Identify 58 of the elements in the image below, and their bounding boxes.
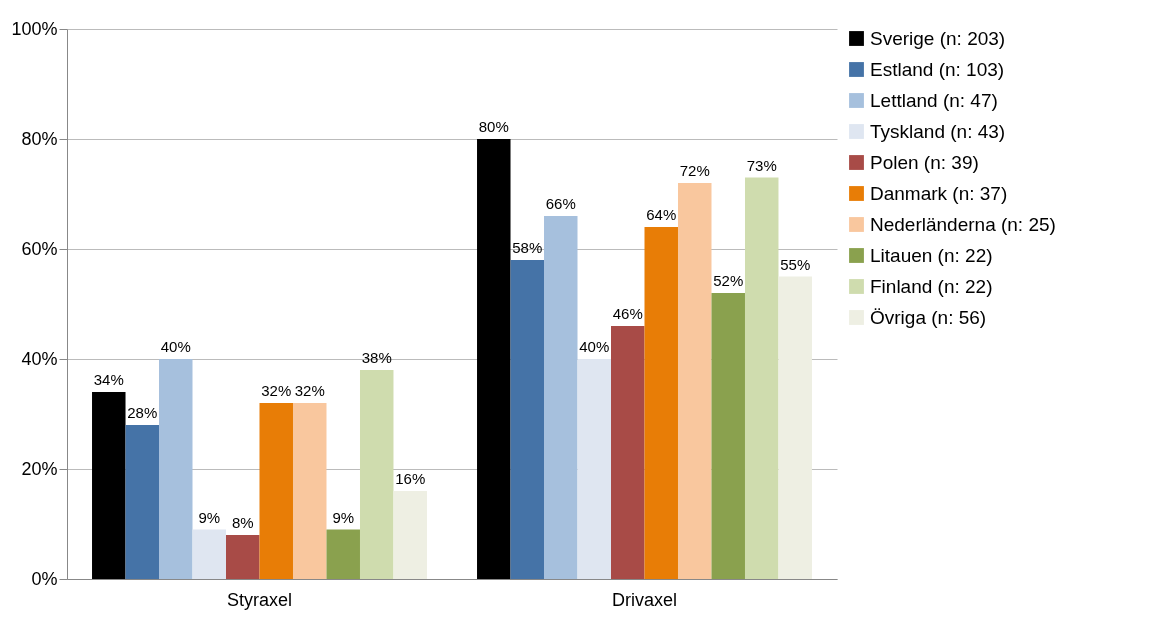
legend-label: Övriga (n: 56) [870, 306, 987, 328]
data-label: 9% [332, 508, 355, 526]
data-label: 38% [361, 349, 392, 366]
data-label: 80% [478, 118, 509, 135]
y-tick-label: 20% [21, 458, 58, 479]
bar [677, 183, 712, 579]
data-label: 40% [160, 338, 191, 355]
bar [292, 403, 327, 579]
bar [577, 359, 612, 579]
bar [510, 260, 545, 579]
bar [192, 529, 226, 579]
bar [92, 392, 126, 579]
y-tick-label: 0% [31, 568, 58, 589]
legend-label: Finland (n: 22) [870, 275, 993, 297]
data-label: 52% [713, 272, 744, 289]
y-tick-label: 40% [21, 348, 58, 369]
bar [544, 216, 578, 579]
legend-label: Tyskland (n: 43) [870, 120, 1006, 142]
x-tick-label: Drivaxel [611, 589, 678, 610]
data-label: 16% [395, 470, 426, 487]
legend-label: Polen (n: 39) [870, 151, 979, 173]
bar [125, 425, 160, 579]
bar [393, 491, 427, 579]
y-tick-label: 100% [11, 18, 58, 39]
data-label: 46% [612, 305, 643, 322]
data-label: 40% [579, 338, 610, 355]
legend-label: Danmark (n: 37) [870, 182, 1008, 204]
x-tick-label: Styraxel [226, 589, 293, 610]
data-label: 66% [545, 195, 576, 212]
data-label: 32% [261, 382, 292, 399]
data-label: 72% [679, 162, 710, 179]
data-label: 73% [746, 156, 777, 174]
data-label: 9% [198, 508, 221, 526]
y-tick-label: 60% [21, 238, 58, 259]
data-label: 28% [127, 404, 158, 421]
legend-label: Nederländerna (n: 25) [870, 213, 1056, 235]
bar [778, 276, 812, 579]
data-label: 64% [646, 206, 677, 223]
bar [744, 177, 779, 579]
legend-label: Estland (n: 103) [870, 58, 1005, 80]
data-label: 58% [512, 239, 543, 256]
bar [326, 529, 360, 579]
bar [711, 293, 745, 579]
y-tick-label: 80% [21, 128, 58, 149]
bar [226, 535, 260, 579]
legend-label: Sverige (n: 203) [870, 27, 1006, 49]
data-label: 8% [231, 514, 254, 531]
bar [477, 139, 511, 579]
data-label: 55% [780, 255, 811, 273]
legend-label: Litauen (n: 22) [870, 244, 993, 266]
data-label: 32% [294, 382, 325, 399]
bar [611, 326, 645, 579]
bar [644, 227, 678, 579]
bar [259, 403, 293, 579]
data-label: 34% [93, 371, 124, 388]
bar [159, 359, 193, 579]
legend-label: Lettland (n: 47) [870, 89, 998, 111]
bar [359, 370, 394, 579]
